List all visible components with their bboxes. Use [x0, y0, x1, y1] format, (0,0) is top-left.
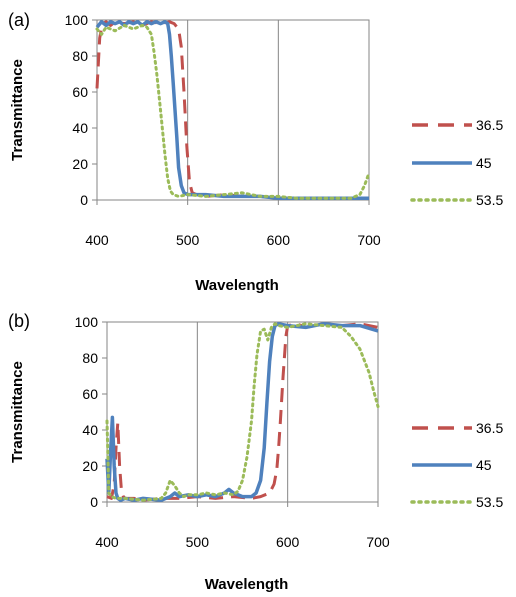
series-line-45	[95, 20, 369, 200]
series-line-45	[105, 322, 379, 502]
y-tick-label: 60	[72, 84, 88, 100]
x-tick-label: 600	[267, 232, 291, 248]
legend-label: 45	[476, 457, 492, 473]
x-tick-label: 500	[176, 232, 200, 248]
y-tick-label: 20	[82, 458, 98, 474]
legend-label: 53.5	[476, 494, 503, 510]
panel-label: (a)	[8, 10, 30, 30]
legend-label: 36.5	[476, 420, 503, 436]
legend-label: 36.5	[476, 117, 503, 133]
y-tick-label: 80	[82, 350, 98, 366]
legend-label: 45	[476, 155, 492, 171]
x-axis-title: Wavelength	[205, 576, 289, 593]
y-tick-label: 100	[65, 12, 89, 28]
x-tick-label: 700	[357, 232, 381, 248]
x-tick-label: 500	[186, 534, 210, 550]
y-tick-label: 20	[72, 156, 88, 172]
x-tick-label: 700	[366, 534, 390, 550]
y-tick-label: 80	[72, 48, 88, 64]
plot-area	[96, 19, 370, 201]
x-tick-label: 400	[95, 534, 119, 550]
x-tick-label: 400	[85, 232, 109, 248]
y-tick-label: 0	[80, 192, 88, 208]
series-line-53-5	[105, 322, 380, 502]
series-line-36-5	[95, 20, 369, 200]
y-tick-label: 40	[82, 422, 98, 438]
legend-label: 53.5	[476, 192, 503, 208]
x-axis-title: Wavelength	[195, 277, 279, 294]
y-tick-label: 60	[82, 386, 98, 402]
y-axis-title: Transmittance	[9, 361, 26, 463]
y-tick-label: 100	[75, 314, 99, 330]
series-line-36-5	[106, 322, 379, 502]
plot-area	[106, 321, 379, 503]
y-tick-label: 40	[72, 120, 88, 136]
y-axis-title: Transmittance	[9, 59, 26, 161]
panel-label: (b)	[8, 311, 30, 331]
series-line-53-5	[95, 23, 371, 200]
x-tick-label: 600	[276, 534, 300, 550]
y-tick-label: 0	[90, 494, 98, 510]
